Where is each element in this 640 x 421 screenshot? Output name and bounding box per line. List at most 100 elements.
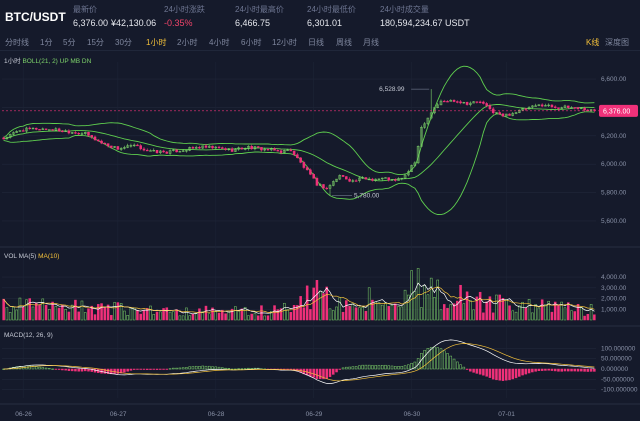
boll-legend: 1小时 BOLL(21, 2) UP MB DN <box>4 55 91 65</box>
price-axis-label: 6,000.00 <box>601 161 627 168</box>
candle <box>162 150 165 153</box>
volume-bar <box>570 310 573 321</box>
volume-bar <box>97 304 100 321</box>
volume-bar <box>198 308 201 321</box>
volume-bar <box>537 307 541 321</box>
volume-bar <box>77 311 80 321</box>
macd-histogram-bar <box>397 366 400 370</box>
volume-bar <box>380 304 384 321</box>
interval-tab[interactable]: 日线 <box>308 38 324 47</box>
macd-histogram-bar <box>44 367 48 370</box>
macd-histogram-bar <box>214 366 218 370</box>
macd-histogram-bar <box>403 365 407 370</box>
candle <box>335 178 338 182</box>
macd-histogram-bar <box>136 368 139 370</box>
candle <box>540 104 544 107</box>
macd-histogram-bar <box>491 368 495 380</box>
volume-bar <box>181 315 185 321</box>
macd-histogram-bar <box>168 368 172 370</box>
interval-tab[interactable]: 分时线 <box>5 38 29 47</box>
candle <box>573 107 577 109</box>
candle <box>583 107 586 111</box>
candle <box>367 178 371 181</box>
candle <box>361 177 364 179</box>
volume-bar <box>194 313 198 321</box>
volume-bar <box>234 306 237 321</box>
legend-macd: MACD(12, 26, 9) <box>4 332 53 339</box>
macd-histogram-bar <box>374 365 377 370</box>
volume-bar <box>524 307 528 321</box>
x-axis-date-label: 06-29 <box>306 411 323 418</box>
interval-tab[interactable]: 15分 <box>87 38 104 47</box>
candle <box>550 104 554 108</box>
candle <box>377 178 381 180</box>
volume-bar <box>168 311 172 321</box>
interval-tab[interactable]: 4小时 <box>209 38 230 47</box>
macd-histogram-bar <box>132 368 136 370</box>
volume-bar <box>8 312 12 321</box>
volume-axis-label: 4,000.00 <box>601 274 627 281</box>
volume-bar <box>364 310 368 321</box>
macd-histogram-bar <box>553 368 557 372</box>
candle <box>188 147 191 151</box>
candle <box>110 145 113 148</box>
volume-bar <box>185 307 188 321</box>
macd-histogram-bar <box>442 350 446 370</box>
interval-tab[interactable]: 6小时 <box>241 38 262 47</box>
candle <box>403 174 407 179</box>
volume-bar <box>155 311 159 321</box>
candle <box>194 146 198 149</box>
candle <box>514 112 518 114</box>
macd-histogram-bar <box>371 365 374 370</box>
volume-bar <box>593 314 596 321</box>
stat-label: 24小时最低价 <box>307 5 356 14</box>
volume-bar <box>482 312 485 321</box>
volume-bar <box>57 307 61 321</box>
pair-title[interactable]: BTC/USDT <box>5 10 66 24</box>
macd-histogram-bar <box>524 368 528 375</box>
candle <box>35 127 38 130</box>
candle <box>312 174 315 179</box>
interval-tab[interactable]: 5分 <box>63 38 76 47</box>
candle <box>322 184 325 189</box>
candle <box>149 150 152 152</box>
volume-bar <box>423 285 426 321</box>
interval-tab[interactable]: 12小时 <box>272 38 297 47</box>
macd-histogram-bar <box>531 368 534 373</box>
macd-histogram-bar <box>469 368 472 372</box>
volume-bar <box>491 312 495 321</box>
candle <box>413 162 417 166</box>
interval-tab[interactable]: 月线 <box>363 38 379 47</box>
stat-label: 24小时成交量 <box>380 5 429 14</box>
interval-tab[interactable]: 30分 <box>115 38 132 47</box>
volume-bar <box>302 307 306 321</box>
candle <box>106 143 110 147</box>
interval-tab[interactable]: 2小时 <box>177 38 198 47</box>
interval-tab[interactable]: 周线 <box>336 38 352 47</box>
volume-bar <box>162 308 165 321</box>
candle <box>70 132 74 134</box>
volume-bar <box>332 310 335 321</box>
macd-histogram-bar <box>139 368 142 370</box>
kline-tab[interactable]: K线 <box>586 38 600 47</box>
stat-label: 24小时最高价 <box>235 5 284 14</box>
volume-bar <box>544 304 547 321</box>
interval-tab-active[interactable]: 1小时 <box>146 38 167 47</box>
macd-histogram-bar <box>289 368 293 370</box>
interval-tab[interactable]: 1分 <box>40 38 53 47</box>
depth-chart-tab[interactable]: 深度图 <box>605 38 629 47</box>
candle <box>129 145 133 147</box>
macd-histogram-bar <box>227 368 231 370</box>
macd-histogram-bar <box>54 368 58 370</box>
candle <box>394 179 397 181</box>
macd-histogram-bar <box>185 367 188 370</box>
candle <box>31 127 35 130</box>
macd-histogram-bar <box>172 367 175 370</box>
volume-bar <box>64 309 67 321</box>
macd-histogram-bar <box>15 366 18 370</box>
volume-bar <box>207 313 211 321</box>
volume-bar <box>31 306 35 321</box>
last-price-value: 6,376.00 <box>73 18 109 28</box>
volume-bar <box>589 304 593 321</box>
